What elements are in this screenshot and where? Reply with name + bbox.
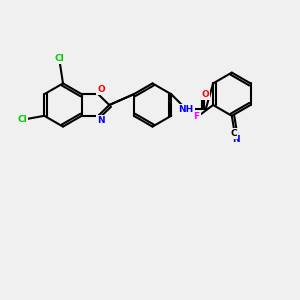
- Text: Cl: Cl: [55, 54, 64, 63]
- Text: N: N: [232, 135, 240, 144]
- Text: C: C: [230, 129, 237, 138]
- Text: N: N: [98, 116, 105, 125]
- Text: Cl: Cl: [18, 115, 28, 124]
- Text: NH: NH: [178, 105, 194, 114]
- Text: O: O: [97, 85, 105, 94]
- Text: F: F: [194, 112, 200, 121]
- Text: O: O: [202, 90, 210, 99]
